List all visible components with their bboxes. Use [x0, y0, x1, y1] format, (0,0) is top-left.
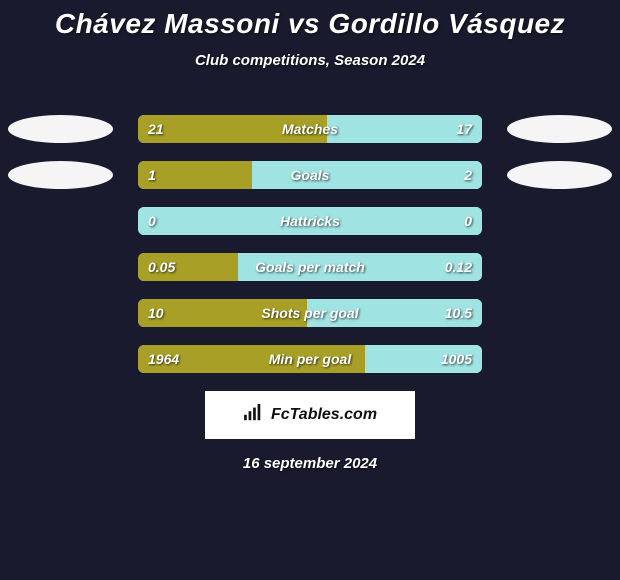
stat-bar: 00Hattricks — [138, 207, 482, 235]
stat-bar-right — [138, 207, 482, 235]
stat-bar-right — [252, 161, 482, 189]
stat-bar: 0.050.12Goals per match — [138, 253, 482, 281]
brand-badge[interactable]: FcTables.com — [205, 391, 415, 439]
player-left-oval — [8, 115, 113, 143]
stat-value-right: 2 — [464, 161, 472, 189]
stat-value-left: 1964 — [148, 345, 179, 373]
stat-bar: 1010.5Shots per goal — [138, 299, 482, 327]
stat-row: 0.050.12Goals per match — [0, 253, 620, 281]
page-title: Chávez Massoni vs Gordillo Vásquez — [0, 8, 620, 40]
stat-value-right: 17 — [456, 115, 472, 143]
stat-value-left: 0.05 — [148, 253, 175, 281]
stat-bar: 2117Matches — [138, 115, 482, 143]
page-subtitle: Club competitions, Season 2024 — [0, 52, 620, 69]
date-label: 16 september 2024 — [0, 455, 620, 472]
stat-value-right: 1005 — [441, 345, 472, 373]
stat-bar-left — [138, 115, 327, 143]
player-right-oval — [507, 161, 612, 189]
comparison-infographic: Chávez Massoni vs Gordillo Vásquez Club … — [0, 0, 620, 472]
stat-row: 00Hattricks — [0, 207, 620, 235]
stat-value-right: 0.12 — [445, 253, 472, 281]
stat-value-left: 0 — [148, 207, 156, 235]
stat-value-right: 0 — [464, 207, 472, 235]
stat-value-left: 1 — [148, 161, 156, 189]
stat-row: 2117Matches — [0, 115, 620, 143]
stat-row: 1010.5Shots per goal — [0, 299, 620, 327]
player-left-oval — [8, 161, 113, 189]
stat-value-left: 10 — [148, 299, 164, 327]
stat-value-right: 10.5 — [445, 299, 472, 327]
player-right-oval — [507, 115, 612, 143]
stat-bar: 19641005Min per goal — [138, 345, 482, 373]
bar-chart-icon — [243, 404, 265, 427]
stat-row: 12Goals — [0, 161, 620, 189]
stat-value-left: 21 — [148, 115, 164, 143]
comparison-chart: 2117Matches12Goals00Hattricks0.050.12Goa… — [0, 115, 620, 373]
stat-bar: 12Goals — [138, 161, 482, 189]
brand-text: FcTables.com — [271, 406, 377, 424]
stat-row: 19641005Min per goal — [0, 345, 620, 373]
